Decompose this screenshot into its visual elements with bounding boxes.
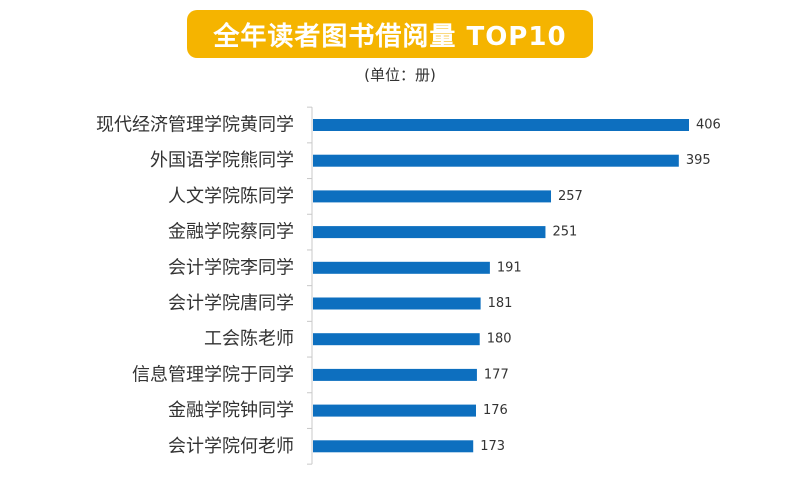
category-label: 外国语学院熊同学 (150, 150, 294, 171)
category-label: 会计学院唐同学 (168, 293, 294, 314)
bar (313, 440, 474, 453)
bar (313, 119, 689, 131)
bar (313, 261, 490, 274)
bar (313, 404, 476, 417)
category-label: 会计学院何老师 (168, 436, 294, 457)
category-label: 工会陈老师 (204, 329, 294, 350)
data-label: 173 (480, 439, 505, 454)
data-label: 177 (484, 367, 509, 382)
data-label: 257 (558, 189, 583, 204)
category-label: 现代经济管理学院黄同学 (96, 115, 294, 136)
category-label: 金融学院蔡同学 (168, 222, 294, 243)
data-label: 191 (497, 260, 522, 275)
unit-note: (单位：册) (364, 66, 436, 84)
bar (313, 190, 552, 203)
data-label: 176 (483, 403, 508, 418)
bar (313, 154, 679, 167)
chart-title-badge: 全年读者图书借阅量 TOP10 (187, 10, 593, 58)
data-label: 251 (552, 225, 577, 240)
bar (313, 333, 480, 346)
data-label: 395 (686, 153, 711, 168)
category-label: 人文学院陈同学 (168, 186, 294, 207)
category-label: 信息管理学院于同学 (132, 364, 294, 385)
category-label: 会计学院李同学 (168, 257, 294, 278)
chart-title: 全年读者图书借阅量 TOP10 (213, 21, 567, 52)
bar (313, 297, 481, 310)
data-label: 406 (696, 118, 721, 133)
category-label: 金融学院钟同学 (168, 400, 294, 421)
bar (313, 368, 477, 381)
data-label: 180 (487, 332, 512, 347)
data-label: 181 (488, 296, 513, 311)
bar (313, 226, 546, 239)
